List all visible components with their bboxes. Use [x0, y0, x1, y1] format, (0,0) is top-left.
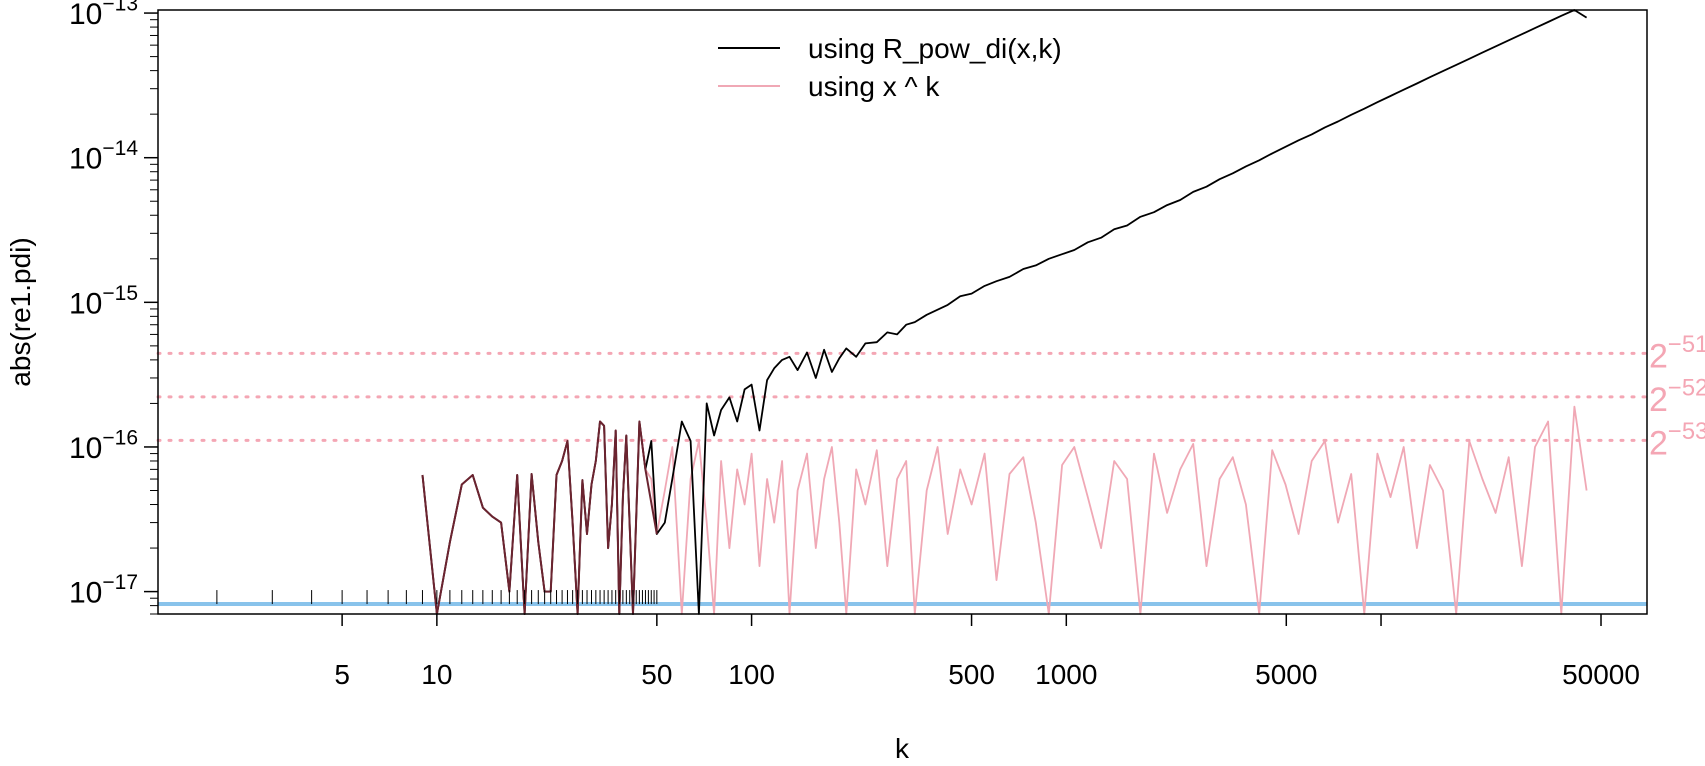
x-tick-label-5: 1000	[1035, 659, 1097, 690]
x-axis: 5 10 50 100 500 1000 5000 50000	[334, 614, 1640, 690]
x-axis-title: k	[895, 733, 910, 764]
reference-label-1: 2−52	[1649, 375, 1705, 419]
x-tick-label-3: 100	[728, 659, 775, 690]
y-tick-label-4: 10−17	[69, 571, 138, 610]
x-tick-label-6: 5000	[1255, 659, 1317, 690]
reference-label-2: 2−53	[1649, 418, 1705, 462]
reference-label-0: 2−51	[1649, 331, 1705, 375]
x-tick-label-0: 5	[334, 659, 350, 690]
legend: using R_pow_di(x,k)using x ^ k	[718, 33, 1062, 102]
y-axis-title: abs(re1.pdi)	[5, 237, 36, 386]
reference-lines-layer: 2−512−522−53	[156, 331, 1705, 462]
series-overlap-line	[421, 420, 658, 615]
y-tick-label-1: 10−14	[69, 137, 138, 176]
x-tick-label-4: 500	[948, 659, 995, 690]
legend-label-1: using x ^ k	[808, 71, 940, 102]
y-tick-label-0: 10−13	[69, 0, 138, 31]
x-tick-label-2: 50	[641, 659, 672, 690]
x-tick-label-8: 50000	[1562, 659, 1640, 690]
rug-layer	[216, 590, 658, 605]
legend-label-0: using R_pow_di(x,k)	[808, 33, 1062, 64]
y-tick-label-3: 10−16	[69, 426, 138, 465]
series-layer	[421, 9, 1588, 615]
plot-frame	[157, 9, 1648, 615]
y-axis: 10−13 10−14 10−15 10−16 10−17	[69, 0, 158, 615]
y-tick-label-2: 10−15	[69, 282, 138, 321]
x-tick-label-1: 10	[421, 659, 452, 690]
